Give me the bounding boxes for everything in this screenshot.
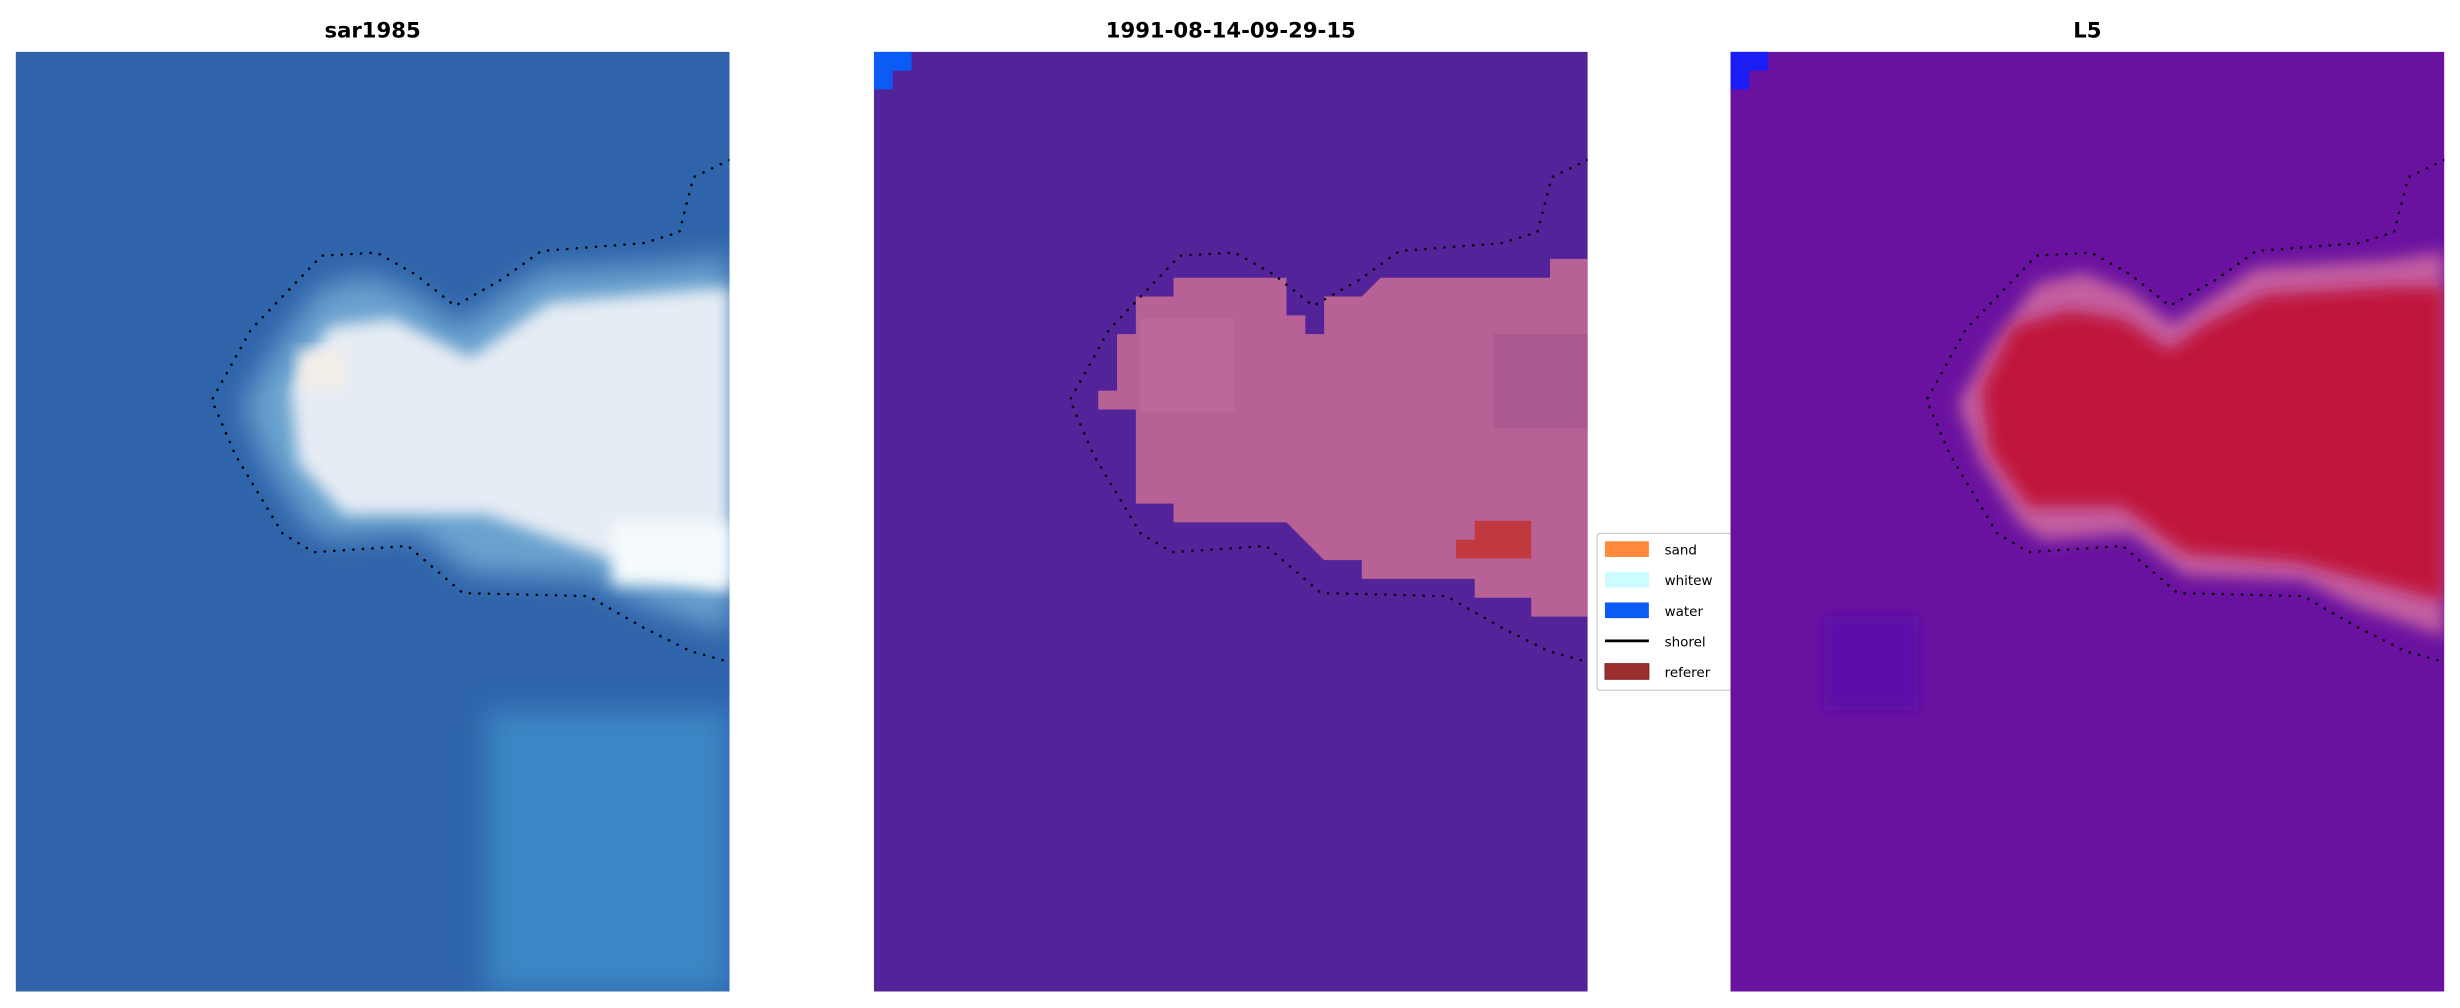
water-pixels	[873, 70, 893, 90]
panel-title-2: 1991-08-14-09-29-15	[1106, 18, 1356, 43]
blob-shade	[1140, 318, 1235, 413]
panel-classification	[873, 51, 1588, 992]
legend-label: water	[1665, 604, 1704, 620]
legend-item: whitew	[1604, 571, 1713, 589]
panel-L5	[1730, 51, 2445, 992]
legend-swatch	[1604, 541, 1649, 557]
legend-item: shorel	[1604, 634, 1706, 650]
legend-item: water	[1604, 602, 1704, 620]
panel-sar1985	[15, 51, 730, 992]
legend-label: shorel	[1665, 634, 1706, 650]
reference-patch	[1474, 520, 1532, 559]
legend-item: referer	[1604, 663, 1711, 681]
water-pixels	[873, 51, 912, 71]
legend-label: whitew	[1665, 573, 1713, 589]
blob-core	[1981, 287, 2445, 601]
legend-label: sand	[1665, 543, 1697, 559]
legend-item: sand	[1604, 541, 1697, 559]
panel-title-3: L5	[2073, 18, 2101, 43]
corner-pixels	[1730, 70, 1750, 90]
corner-pixels	[1730, 51, 1769, 71]
bright-spot	[298, 349, 346, 390]
legend-swatch	[1604, 602, 1649, 619]
legend-label: referer	[1665, 665, 1711, 681]
legend: sand whitew water shorel referer	[1596, 532, 1771, 691]
legend-swatch	[1604, 663, 1650, 680]
panel-title-1: sar1985	[325, 18, 421, 43]
reference-patch	[1455, 539, 1475, 559]
whitewater-blob	[290, 287, 730, 594]
bright-spot	[611, 522, 730, 586]
dark-patch	[1824, 616, 1919, 711]
blob-shade	[1493, 334, 1588, 429]
light-water-region	[486, 710, 730, 992]
legend-swatch	[1604, 571, 1649, 588]
